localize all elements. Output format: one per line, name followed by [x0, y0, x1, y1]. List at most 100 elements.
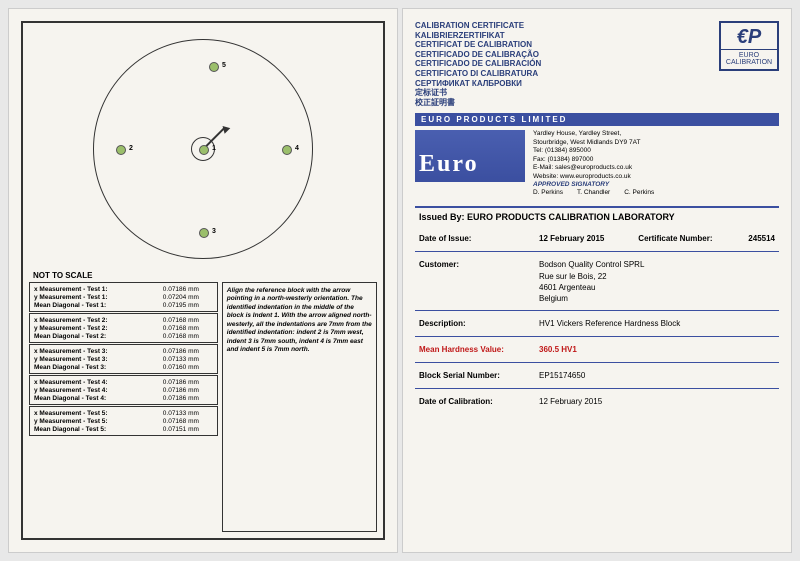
indent-label-4: 4: [295, 145, 299, 152]
meas-row: Mean Diagonal - Test 3:0.07160 mm: [34, 363, 213, 371]
desc-lbl: Description:: [419, 319, 539, 328]
meas-row: y Measurement - Test 5:0.07168 mm: [34, 417, 213, 425]
meas-row: Mean Diagonal - Test 4:0.07186 mm: [34, 394, 213, 402]
measurement-box-3: x Measurement - Test 3:0.07186 mmy Measu…: [29, 344, 218, 374]
indent-label-5: 5: [222, 62, 226, 69]
cert-title: KALIBRIERZERTIFIKAT: [415, 31, 541, 41]
mean-val: 360.5 HV1: [539, 345, 775, 354]
indent-dot-5: [209, 62, 219, 72]
sig-row: D. Perkins T. Chandler C. Perkins: [533, 189, 779, 197]
meas-row: y Measurement - Test 4:0.07186 mm: [34, 386, 213, 394]
desc-val: HV1 Vickers Reference Hardness Block: [539, 319, 775, 328]
meas-row: y Measurement - Test 3:0.07133 mm: [34, 355, 213, 363]
cert-num-lbl: Certificate Number:: [638, 234, 748, 243]
indent-label-3: 3: [212, 228, 216, 235]
euro-logo: Euro: [415, 130, 525, 182]
meas-label: Mean Diagonal - Test 3:: [34, 364, 163, 371]
instructions-box: Align the reference block with the arrow…: [222, 282, 377, 532]
meas-row: y Measurement - Test 2:0.07168 mm: [34, 324, 213, 332]
sig1: D. Perkins: [533, 189, 563, 197]
meas-label: x Measurement - Test 3:: [34, 348, 163, 355]
meas-label: y Measurement - Test 2:: [34, 325, 163, 332]
meas-value: 0.07204 mm: [163, 294, 213, 301]
measurement-box-4: x Measurement - Test 4:0.07186 mmy Measu…: [29, 375, 218, 405]
sig3: C. Perkins: [624, 189, 654, 197]
sig2: T. Chandler: [577, 189, 610, 197]
customer-block: Rue sur le Bois, 22 4601 Argenteau Belgi…: [419, 271, 775, 305]
euro-word: Euro: [419, 151, 479, 178]
meas-value: 0.07186 mm: [163, 348, 213, 355]
indent-dot-1: [199, 145, 209, 155]
web: Website: www.europroducts.co.uk: [533, 173, 779, 181]
meas-label: x Measurement - Test 2:: [34, 317, 163, 324]
meas-label: Mean Diagonal - Test 5:: [34, 426, 163, 433]
meas-row: x Measurement - Test 1:0.07186 mm: [34, 285, 213, 293]
header: CALIBRATION CERTIFICATEKALIBRIERZERTIFIK…: [415, 21, 779, 107]
blue-bar: EURO PRODUCTS LIMITED: [415, 113, 779, 126]
indent-dot-4: [282, 145, 292, 155]
title-list: CALIBRATION CERTIFICATEKALIBRIERZERTIFIK…: [415, 21, 541, 107]
meas-label: Mean Diagonal - Test 2:: [34, 333, 163, 340]
email: E-Mail: sales@europroducts.co.uk: [533, 164, 779, 172]
cert-title: CERTIFICATO DI CALIBRATURA: [415, 69, 541, 79]
desc-section: Description:HV1 Vickers Reference Hardne…: [415, 311, 779, 337]
left-frame: 12345 NOT TO SCALE x Measurement - Test …: [21, 21, 385, 540]
meas-label: x Measurement - Test 5:: [34, 410, 163, 417]
ep-mark: €P: [737, 26, 761, 49]
serial-section: Block Serial Number:EP15174650: [415, 363, 779, 389]
meas-value: 0.07168 mm: [163, 325, 213, 332]
cert-title: CERTIFICADO DE CALIBRAÇÃO: [415, 50, 541, 60]
meas-label: Mean Diagonal - Test 4:: [34, 395, 163, 402]
meas-label: x Measurement - Test 1:: [34, 286, 163, 293]
cal-date-lbl: Date of Calibration:: [419, 397, 539, 406]
meas-row: Mean Diagonal - Test 2:0.07168 mm: [34, 332, 213, 340]
cert-title: 校正証明書: [415, 98, 541, 108]
indent-label-1: 1: [212, 145, 216, 152]
meas-value: 0.07186 mm: [163, 387, 213, 394]
cert-title: СЕРТИФИКАТ КАЛБРОВКИ: [415, 79, 541, 89]
company-row: Euro Yardley House, Yardley Street, Stou…: [415, 126, 779, 208]
ep-subtext: EURO CALIBRATION: [721, 49, 777, 66]
mean-section: Mean Hardness Value:360.5 HV1: [415, 337, 779, 363]
meas-label: y Measurement - Test 3:: [34, 356, 163, 363]
indent-label-2: 2: [129, 145, 133, 152]
meas-label: Mean Diagonal - Test 1:: [34, 302, 163, 309]
meas-value: 0.07133 mm: [163, 410, 213, 417]
meas-value: 0.07186 mm: [163, 379, 213, 386]
cert-title: CERTIFICAT DE CALIBRATION: [415, 40, 541, 50]
fax: Fax: (01384) 897000: [533, 156, 779, 164]
measurement-box-5: x Measurement - Test 5:0.07133 mmy Measu…: [29, 406, 218, 436]
tel: Tel: (01384) 895000: [533, 147, 779, 155]
meas-row: x Measurement - Test 4:0.07186 mm: [34, 378, 213, 386]
ep-logo: €P EURO CALIBRATION: [719, 21, 779, 71]
left-page: 12345 NOT TO SCALE x Measurement - Test …: [8, 8, 398, 553]
customer0: Bodson Quality Control SPRL: [539, 260, 775, 269]
meas-value: 0.07168 mm: [163, 418, 213, 425]
meas-row: x Measurement - Test 3:0.07186 mm: [34, 347, 213, 355]
meas-label: y Measurement - Test 1:: [34, 294, 163, 301]
reference-circle: 1 2 3 4 5: [93, 39, 313, 259]
measurement-box-1: x Measurement - Test 1:0.07186 mmy Measu…: [29, 282, 218, 312]
cert-title: CERTIFICADO DE CALIBRACIÓN: [415, 59, 541, 69]
date-issue: 12 February 2015: [539, 234, 638, 243]
customer-lbl: Customer:: [419, 260, 539, 269]
arrow-head: [220, 123, 231, 134]
measurement-box-2: x Measurement - Test 2:0.07168 mmy Measu…: [29, 313, 218, 343]
addr1: Yardley House, Yardley Street,: [533, 130, 779, 138]
meas-value: 0.07195 mm: [163, 302, 213, 309]
cert-title: CALIBRATION CERTIFICATE: [415, 21, 541, 31]
cal-date-val: 12 February 2015: [539, 397, 775, 406]
cert-title: 定标证书: [415, 88, 541, 98]
meas-label: y Measurement - Test 4:: [34, 387, 163, 394]
meas-value: 0.07186 mm: [163, 395, 213, 402]
meas-row: x Measurement - Test 5:0.07133 mm: [34, 409, 213, 417]
customer3: Belgium: [539, 293, 775, 304]
meas-label: y Measurement - Test 5:: [34, 418, 163, 425]
serial-val: EP15174650: [539, 371, 775, 380]
customer-section: Customer: Bodson Quality Control SPRL Ru…: [415, 252, 779, 312]
serial-lbl: Block Serial Number:: [419, 371, 539, 380]
issue-row: Date of Issue: 12 February 2015 Certific…: [415, 226, 779, 252]
addr2: Stourbridge, West Midlands DY9 7AT: [533, 139, 779, 147]
meas-row: y Measurement - Test 1:0.07204 mm: [34, 293, 213, 301]
cal-date-section: Date of Calibration:12 February 2015: [415, 389, 779, 414]
